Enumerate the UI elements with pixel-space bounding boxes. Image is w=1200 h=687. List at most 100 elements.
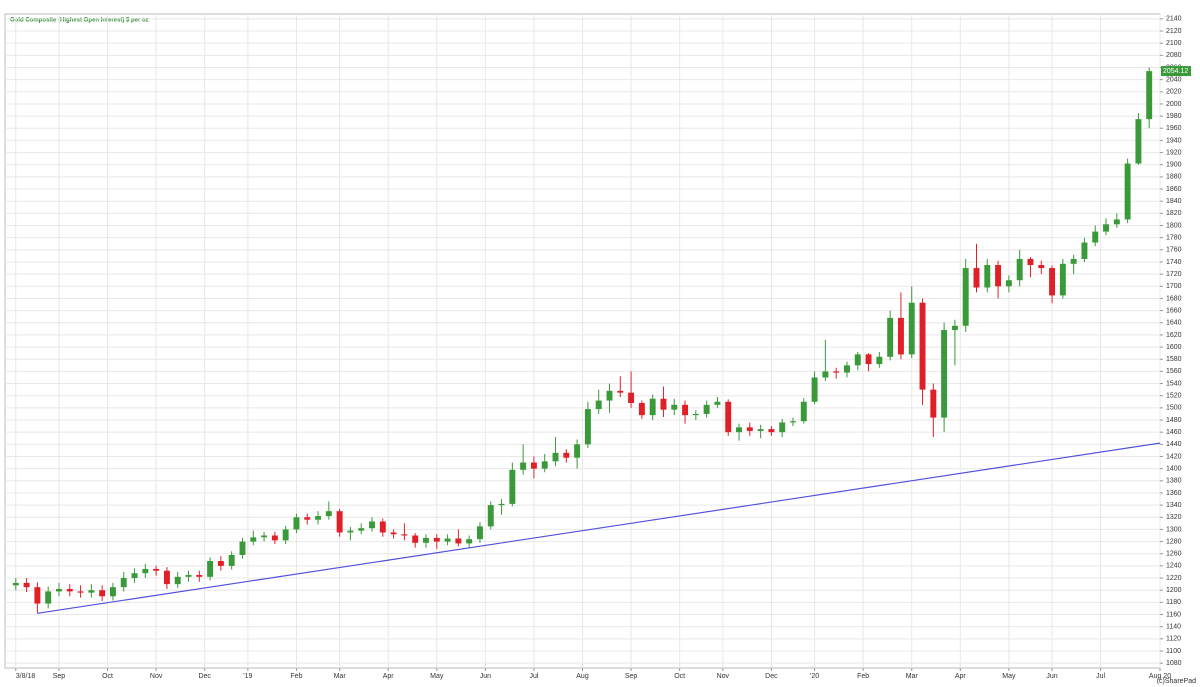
- candle-body: [725, 401, 732, 433]
- candle-body: [790, 421, 796, 423]
- y-tick-label: 1440: [1166, 441, 1182, 448]
- x-tick-label: Aug 20: [1149, 673, 1171, 680]
- x-tick-label: Aug: [576, 673, 589, 680]
- y-tick-label: 1160: [1166, 611, 1181, 618]
- candle-body: [12, 582, 19, 586]
- candle-body: [1124, 163, 1131, 220]
- y-tick-label: 1940: [1166, 137, 1182, 144]
- y-tick-label: 1640: [1166, 320, 1182, 327]
- y-tick-label: 1540: [1166, 380, 1182, 387]
- y-tick-label: 1260: [1166, 551, 1182, 558]
- candle-body: [584, 409, 591, 445]
- candle-body: [843, 365, 850, 373]
- x-tick-label: May: [430, 673, 444, 680]
- y-tick-label: 1120: [1166, 636, 1181, 643]
- candle-body: [692, 413, 699, 416]
- y-tick-label: 1520: [1166, 393, 1182, 400]
- x-tick-label: Jun: [1046, 673, 1057, 680]
- candle-body: [23, 582, 30, 588]
- candle-body: [466, 539, 473, 544]
- y-tick-label: 1240: [1166, 563, 1182, 570]
- candle-body: [833, 371, 840, 373]
- candle-body: [174, 576, 181, 585]
- candle-body: [703, 404, 710, 414]
- candle-body: [1103, 224, 1109, 232]
- price-tag-label: 2054.12: [1163, 68, 1188, 75]
- candle-body: [897, 317, 904, 355]
- x-tick-label: Jul: [529, 673, 538, 680]
- x-tick-label: Apr: [955, 673, 967, 680]
- candle-body: [336, 511, 343, 533]
- candle-body: [908, 302, 915, 355]
- y-tick-label: 1900: [1166, 162, 1182, 169]
- candle-body: [995, 265, 1002, 287]
- x-tick-label: Nov: [150, 673, 163, 680]
- y-tick-label: 2000: [1166, 101, 1182, 108]
- candle-body: [325, 511, 332, 517]
- y-tick-label: 1300: [1166, 526, 1182, 533]
- candle-body: [574, 444, 581, 458]
- candle-body: [196, 575, 203, 577]
- candle-body: [520, 462, 527, 470]
- candle-body: [563, 452, 570, 458]
- y-tick-label: 1220: [1166, 575, 1182, 582]
- candle-body: [1038, 265, 1045, 269]
- y-tick-label: 2120: [1166, 28, 1182, 35]
- candle-body: [401, 534, 408, 536]
- candle-body: [1146, 71, 1153, 120]
- candle-body: [1016, 258, 1023, 281]
- candle-body: [455, 538, 462, 544]
- y-tick-label: 1460: [1166, 429, 1182, 436]
- candle-body: [1049, 268, 1056, 296]
- candle-body: [444, 538, 451, 542]
- candle-body: [530, 462, 537, 469]
- candle-body: [951, 325, 958, 331]
- x-tick-label: Dec: [765, 673, 778, 680]
- x-tick-label: Oct: [102, 673, 113, 680]
- candle-body: [919, 302, 926, 390]
- candle-body: [509, 469, 516, 504]
- candle-body: [638, 402, 645, 416]
- y-tick-label: 2100: [1166, 40, 1182, 47]
- candle-body: [487, 505, 494, 527]
- candle-body: [941, 330, 948, 418]
- y-tick-label: 1320: [1166, 514, 1182, 521]
- y-tick-label: 1660: [1166, 307, 1182, 314]
- price-tag: [1161, 66, 1191, 77]
- y-tick-label: 1680: [1166, 295, 1182, 302]
- x-tick-label: 3/8/18: [16, 673, 36, 680]
- candle-body: [369, 521, 375, 529]
- candle-body: [1059, 263, 1066, 296]
- y-tick-label: 1960: [1166, 125, 1182, 132]
- trend-line: [37, 442, 1161, 614]
- y-tick-label: 1180: [1166, 599, 1181, 606]
- candle-body: [315, 516, 322, 520]
- x-tick-label: Apr: [383, 673, 395, 680]
- candle-body: [1113, 219, 1120, 225]
- candle-body: [595, 400, 602, 410]
- candle-body: [671, 404, 678, 410]
- y-tick-label: 1760: [1166, 247, 1182, 254]
- candle-body: [239, 541, 246, 555]
- y-tick-label: 1800: [1166, 222, 1182, 229]
- candle-body: [779, 422, 786, 433]
- y-tick-label: 1380: [1166, 478, 1182, 485]
- candle-body: [736, 427, 742, 433]
- y-tick-label: 1280: [1166, 538, 1182, 545]
- x-tick-label: Mar: [906, 673, 919, 680]
- candle-body: [261, 535, 268, 538]
- y-tick-label: 1980: [1166, 113, 1182, 120]
- candle-body: [854, 354, 861, 366]
- candle-body: [768, 429, 775, 433]
- y-tick-label: 1420: [1166, 453, 1182, 460]
- x-tick-label: Sep: [625, 673, 638, 680]
- candle-body: [99, 590, 106, 597]
- y-tick-label: 1700: [1166, 283, 1182, 290]
- y-tick-label: 1400: [1166, 465, 1182, 472]
- candle-body: [800, 401, 807, 422]
- candle-body: [714, 401, 721, 405]
- y-tick-label: 1480: [1166, 417, 1182, 424]
- candle-body: [606, 390, 613, 401]
- candle-body: [628, 392, 635, 403]
